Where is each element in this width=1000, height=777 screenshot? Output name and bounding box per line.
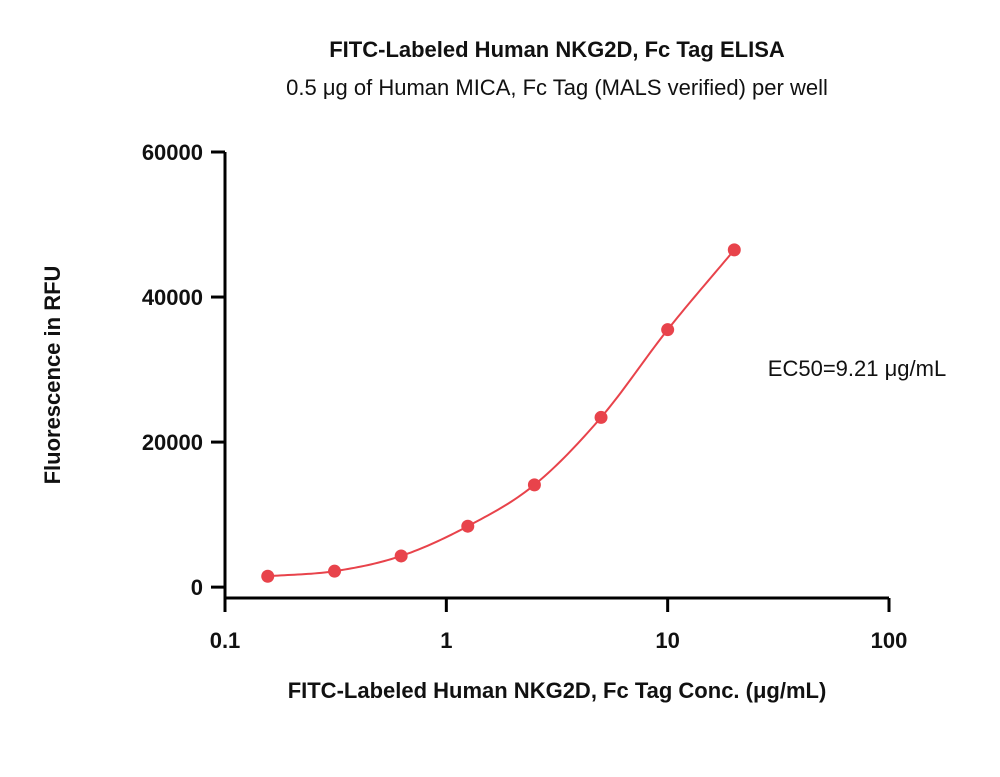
y-tick-label: 40000: [142, 285, 203, 310]
data-point: [594, 410, 608, 424]
x-tick-label: 0.1: [210, 628, 241, 653]
x-axis-label: FITC-Labeled Human NKG2D, Fc Tag Conc. (…: [288, 678, 827, 703]
data-point: [394, 549, 408, 563]
y-tick-label: 0: [191, 575, 203, 600]
data-point: [328, 564, 342, 578]
x-tick-label: 10: [655, 628, 679, 653]
fit-curve: [267, 249, 736, 578]
data-point: [527, 478, 541, 492]
data-point: [461, 519, 475, 533]
data-point: [727, 243, 741, 257]
chart-subtitle: 0.5 μg of Human MICA, Fc Tag (MALS verif…: [286, 75, 828, 100]
data-point: [261, 569, 275, 583]
ec50-annotation: EC50=9.21 μg/mL: [768, 356, 946, 381]
data-points: [261, 243, 741, 583]
data-point: [661, 323, 675, 337]
x-tick-label: 1: [440, 628, 452, 653]
chart-title: FITC-Labeled Human NKG2D, Fc Tag ELISA: [329, 37, 785, 62]
y-tick-label: 60000: [142, 140, 203, 165]
x-tick-label: 100: [871, 628, 908, 653]
axes: [223, 152, 889, 600]
ticks: 0.1 1 10 100 0 20000 40000 60000: [142, 140, 908, 653]
fit-curve-layer: [267, 249, 736, 578]
y-tick-label: 20000: [142, 430, 203, 455]
y-axis-label: Fluorescence in RFU: [40, 266, 65, 485]
